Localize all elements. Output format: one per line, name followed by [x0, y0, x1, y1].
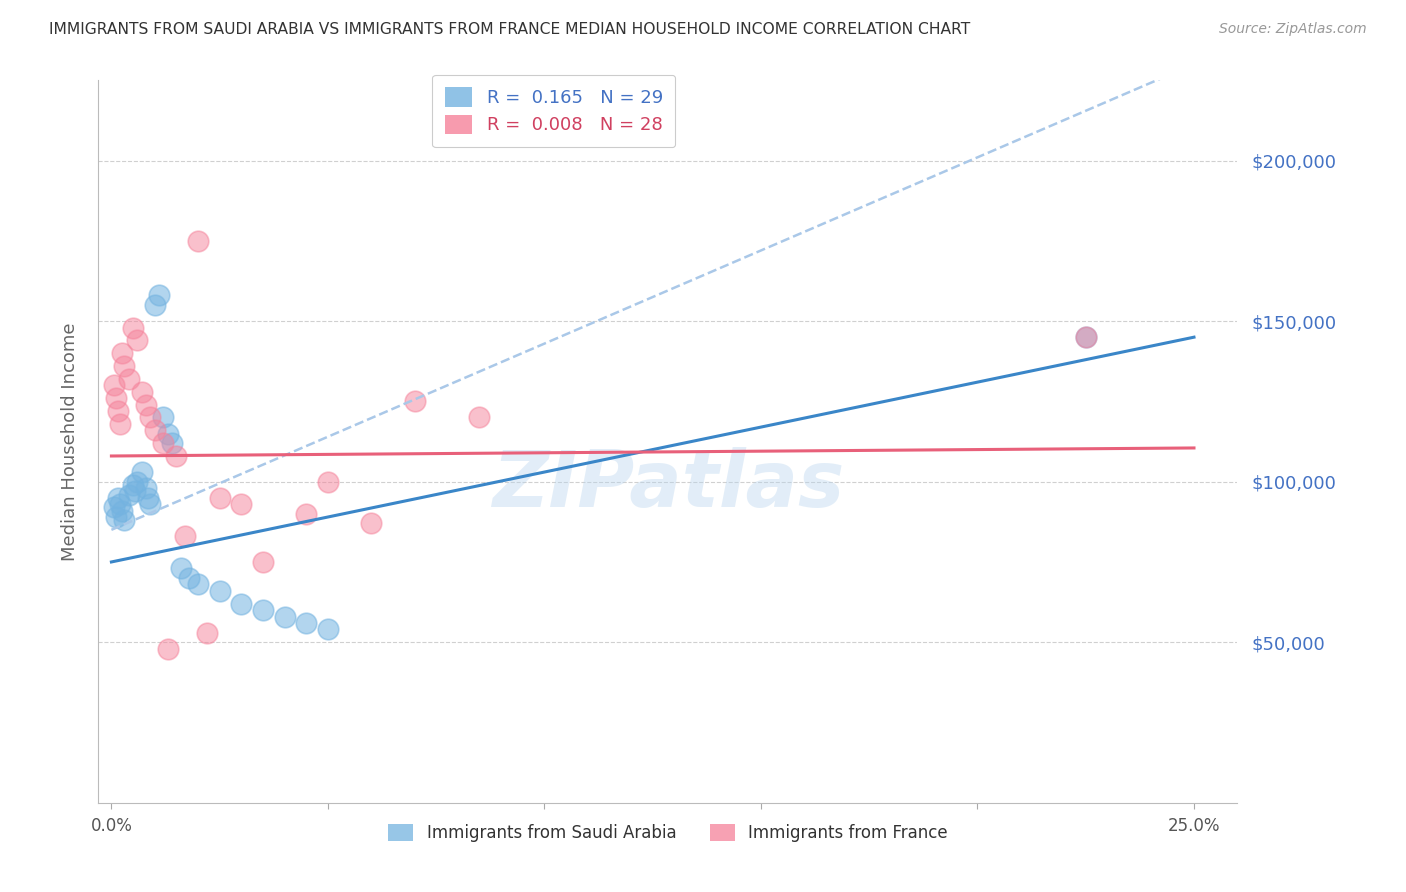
- Point: [316, 475, 339, 489]
- Point: [139, 497, 162, 511]
- Point: [179, 571, 201, 585]
- Point: [360, 516, 382, 531]
- Point: [404, 394, 426, 409]
- Point: [1074, 330, 1097, 344]
- Point: [122, 320, 145, 334]
- Point: [174, 529, 197, 543]
- Point: [195, 625, 218, 640]
- Point: [131, 465, 153, 479]
- Legend: Immigrants from Saudi Arabia, Immigrants from France: Immigrants from Saudi Arabia, Immigrants…: [381, 817, 955, 848]
- Point: [252, 555, 274, 569]
- Point: [135, 398, 157, 412]
- Point: [231, 497, 253, 511]
- Point: [252, 603, 274, 617]
- Point: [187, 234, 209, 248]
- Point: [208, 583, 231, 598]
- Point: [156, 426, 179, 441]
- Point: [108, 497, 131, 511]
- Point: [143, 423, 166, 437]
- Point: [127, 475, 149, 489]
- Text: Source: ZipAtlas.com: Source: ZipAtlas.com: [1219, 22, 1367, 37]
- Text: ZIPatlas: ZIPatlas: [492, 447, 844, 523]
- Point: [107, 404, 129, 418]
- Point: [165, 449, 187, 463]
- Point: [104, 391, 127, 405]
- Point: [1074, 330, 1097, 344]
- Point: [103, 500, 125, 515]
- Point: [135, 481, 157, 495]
- Point: [208, 491, 231, 505]
- Point: [124, 484, 146, 499]
- Point: [160, 436, 183, 450]
- Point: [231, 597, 253, 611]
- Point: [273, 609, 295, 624]
- Point: [295, 615, 318, 630]
- Point: [295, 507, 318, 521]
- Point: [316, 623, 339, 637]
- Point: [468, 410, 491, 425]
- Point: [127, 334, 149, 348]
- Point: [152, 436, 174, 450]
- Point: [143, 298, 166, 312]
- Point: [156, 641, 179, 656]
- Point: [108, 417, 131, 431]
- Point: [107, 491, 129, 505]
- Point: [111, 503, 134, 517]
- Point: [152, 410, 174, 425]
- Y-axis label: Median Household Income: Median Household Income: [60, 322, 79, 561]
- Point: [103, 378, 125, 392]
- Point: [112, 359, 135, 373]
- Point: [118, 487, 141, 501]
- Point: [170, 561, 193, 575]
- Point: [139, 410, 162, 425]
- Point: [148, 288, 170, 302]
- Point: [104, 510, 127, 524]
- Point: [112, 513, 135, 527]
- Point: [136, 491, 159, 505]
- Point: [187, 577, 209, 591]
- Point: [122, 478, 145, 492]
- Text: IMMIGRANTS FROM SAUDI ARABIA VS IMMIGRANTS FROM FRANCE MEDIAN HOUSEHOLD INCOME C: IMMIGRANTS FROM SAUDI ARABIA VS IMMIGRAN…: [49, 22, 970, 37]
- Point: [131, 384, 153, 399]
- Point: [118, 372, 141, 386]
- Point: [111, 346, 134, 360]
